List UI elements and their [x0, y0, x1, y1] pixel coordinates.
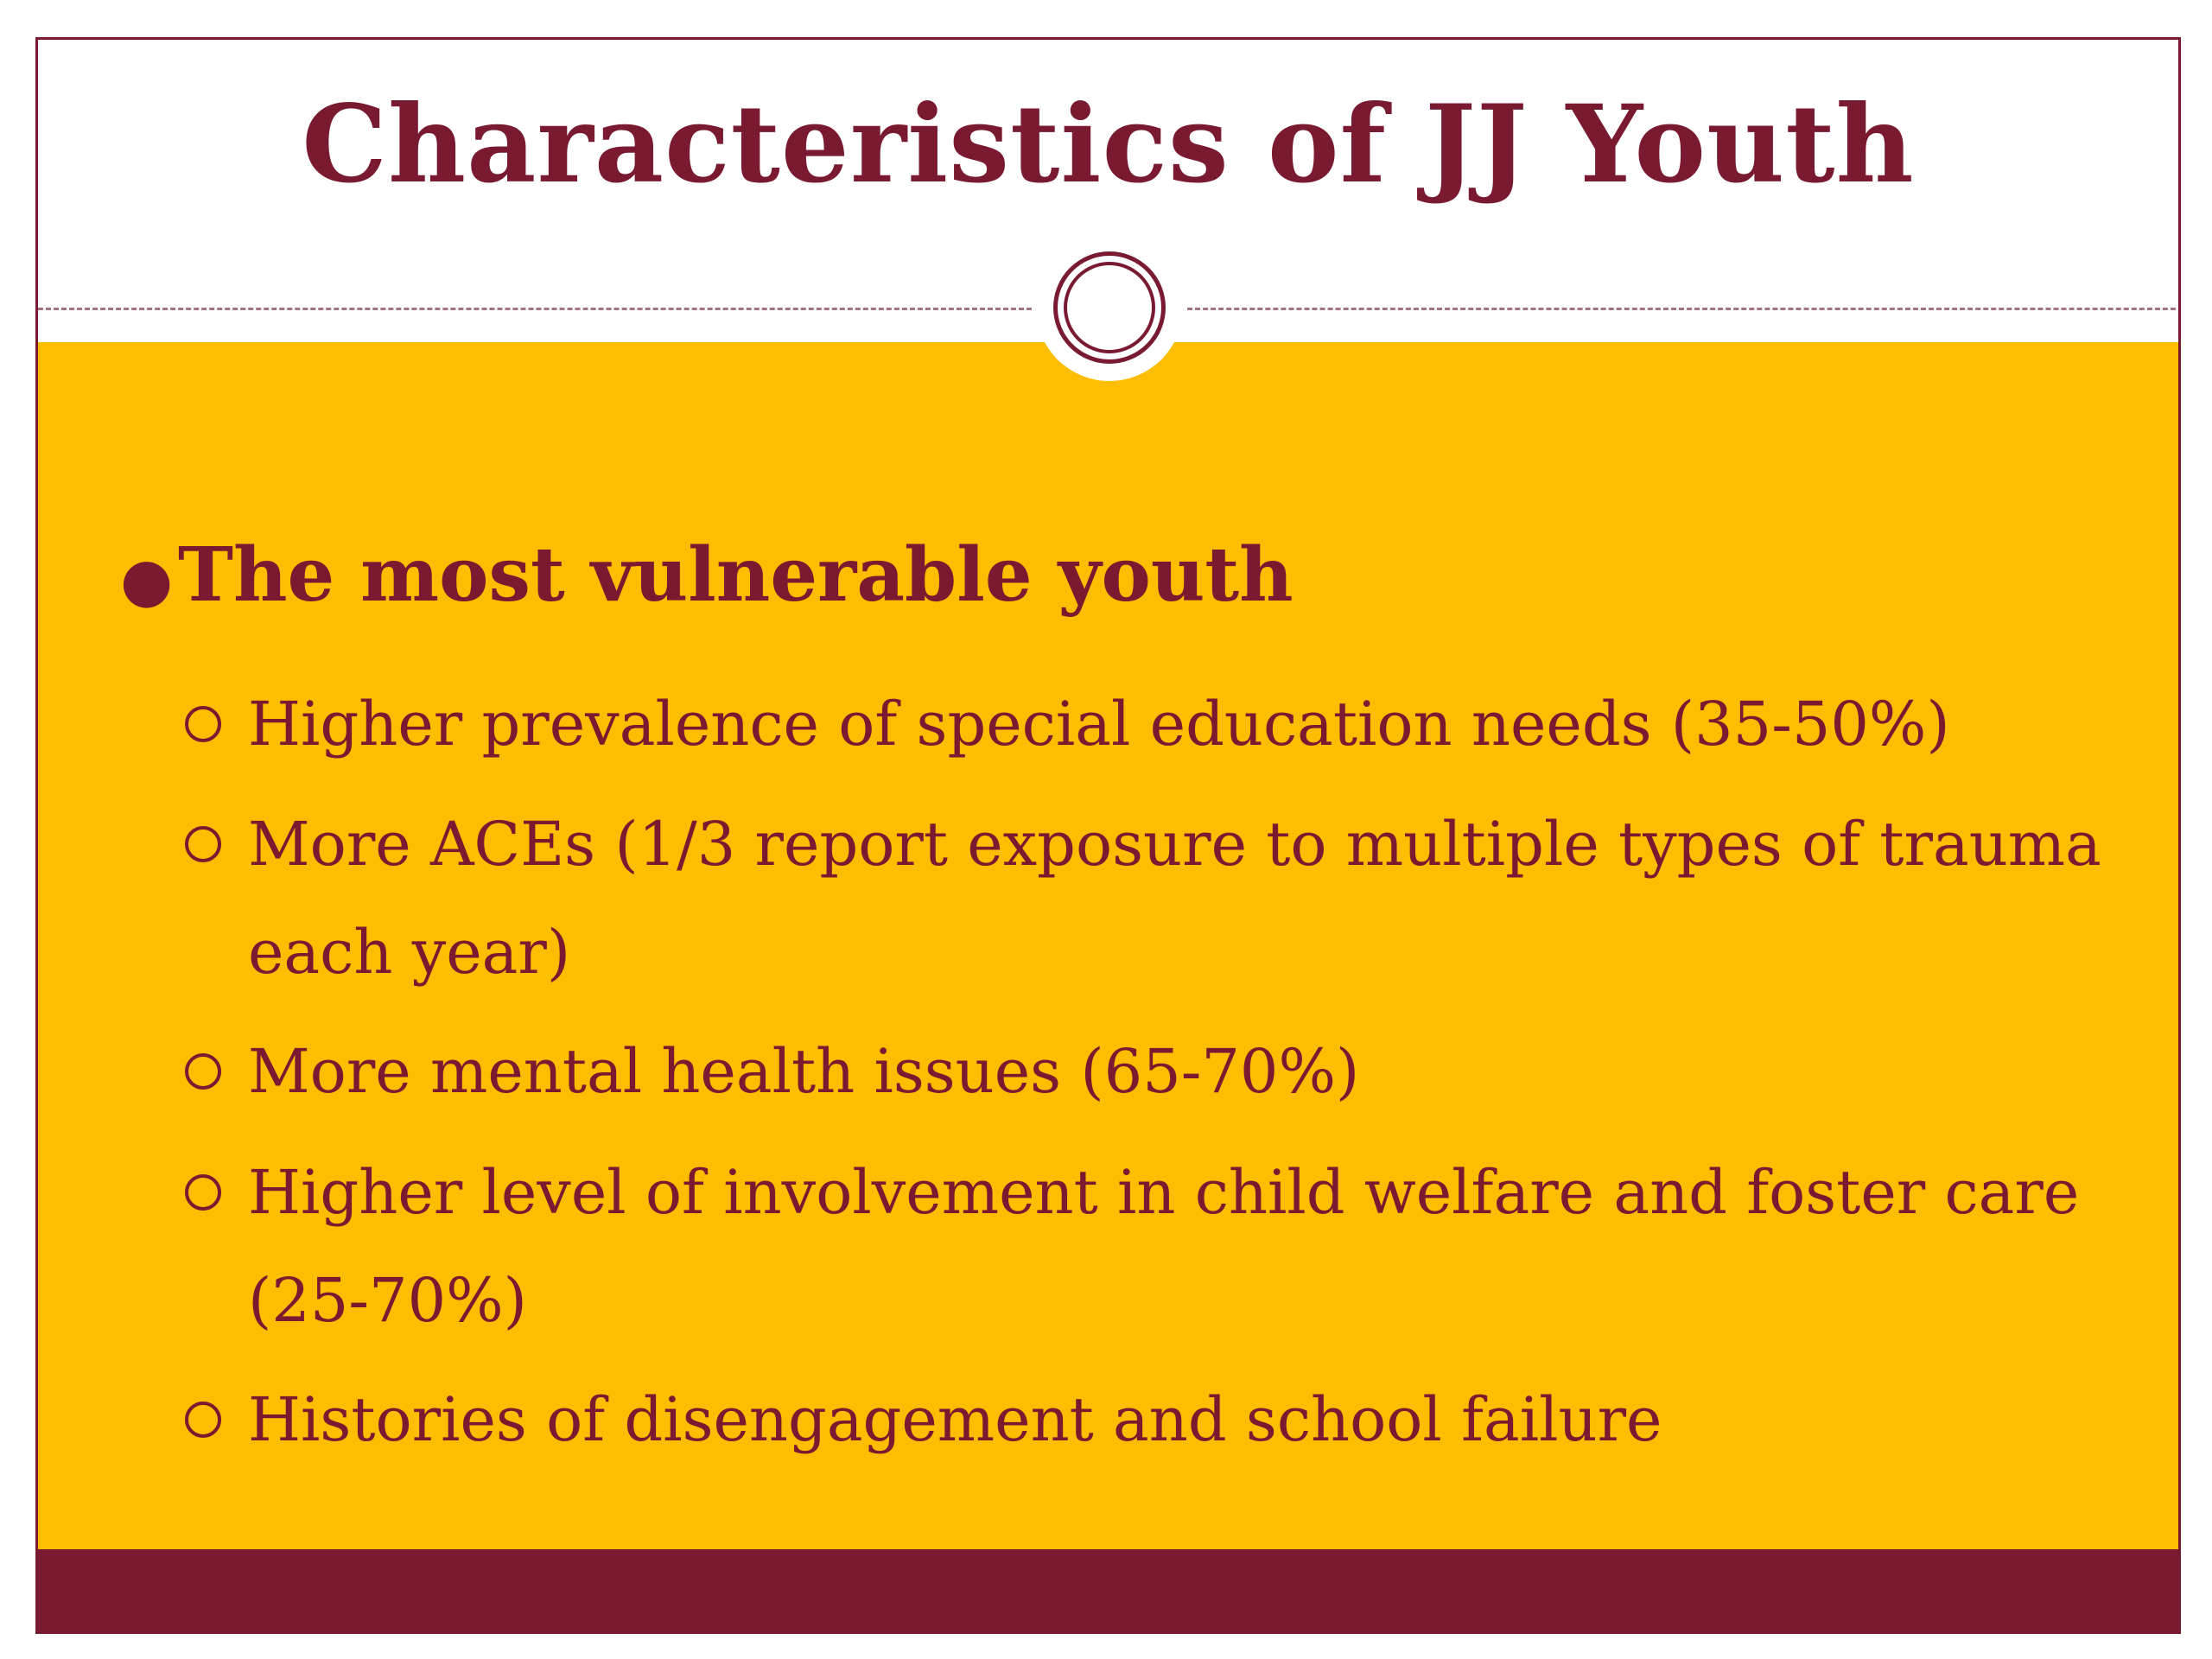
filled-dot-icon: ●: [120, 544, 174, 615]
sub-bullet-3: More mental health issues (65-70%): [248, 1036, 1360, 1107]
slide: Characteristics of JJ Youth ● The most v…: [35, 37, 2181, 1634]
bullet-list: ● The most vulnerable youth Higher preva…: [38, 342, 2178, 1592]
sub-bullet-4: Higher level of involvement in child wel…: [248, 1157, 2080, 1336]
content-area: ● The most vulnerable youth Higher preva…: [38, 342, 2178, 1592]
footer-bar: [38, 1549, 2178, 1631]
hollow-circle-icon: [185, 1174, 221, 1211]
hollow-circle-icon: [185, 706, 221, 742]
double-ring-icon: [1053, 251, 1166, 364]
sub-bullet-5: Histories of disengagement and school fa…: [248, 1384, 1662, 1455]
sub-bullet-1: Higher prevalence of special education n…: [248, 689, 1950, 760]
hollow-circle-icon: [185, 1402, 221, 1438]
slide-title: Characteristics of JJ Youth: [302, 82, 1915, 207]
hollow-circle-icon: [185, 826, 221, 862]
title-divider-left: [38, 308, 1032, 310]
main-bullet-text: The most vulnerable youth: [178, 531, 1294, 619]
title-divider-right: [1187, 308, 2178, 310]
hollow-circle-icon: [185, 1053, 221, 1090]
sub-bullet-2: More ACEs (1/3 report exposure to multip…: [248, 809, 2101, 988]
